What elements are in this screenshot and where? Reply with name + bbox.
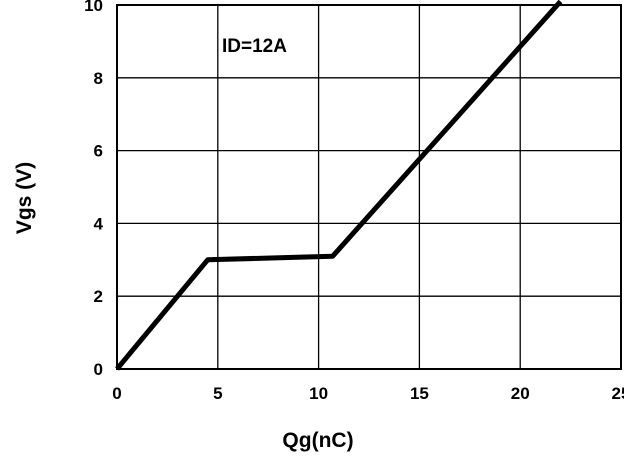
y-tick-label: 10 [84,0,103,15]
x-axis-title: Qg(nC) [282,429,353,452]
x-tick-label: 25 [612,384,624,403]
grid-lines [117,5,621,369]
y-tick-label: 6 [94,142,103,161]
plot-frame [116,4,622,370]
y-tick-label: 8 [94,69,103,88]
x-tick-label: 10 [309,384,328,403]
series-line [115,0,563,371]
annotation-label: ID=12A [222,36,287,57]
y-axis-title: Vgs (V) [13,162,36,234]
y-tick-labels: 0 2 4 6 8 10 [84,0,103,379]
y-tick-label: 4 [94,214,104,233]
series-layer [115,0,563,371]
x-tick-label: 15 [410,384,429,403]
x-tick-label: 0 [112,384,121,403]
x-tick-label: 5 [213,384,222,403]
y-tick-label: 0 [94,360,103,379]
x-tick-label: 20 [511,384,530,403]
x-tick-labels: 0 5 10 15 20 25 [112,384,624,403]
y-tick-label: 2 [94,287,103,306]
